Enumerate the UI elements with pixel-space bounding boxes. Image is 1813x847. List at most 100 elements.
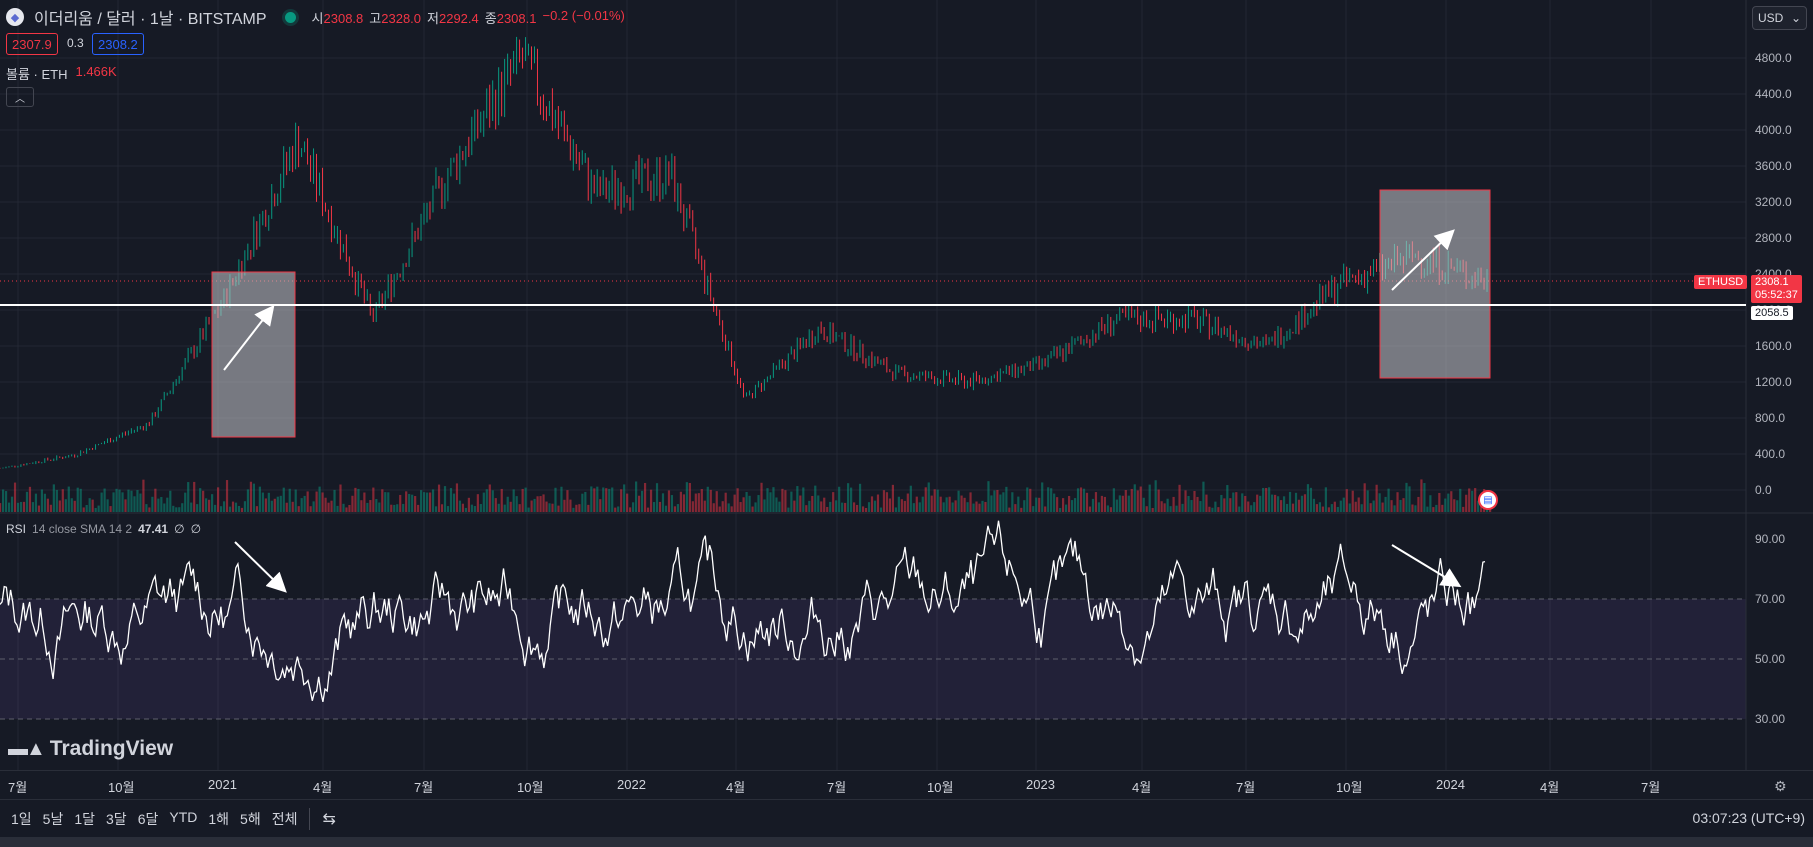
volume-bar [1262,487,1265,512]
chevron-down-icon: ⌄ [1790,11,1801,25]
volume-bar [646,507,650,512]
volume-bar [1175,505,1178,512]
volume-bar [79,488,82,512]
volume-bar [175,507,178,512]
volume-bar [237,505,241,512]
volume-bar [1235,492,1238,512]
us-flag-event-icon[interactable]: ▤ [1478,490,1498,510]
volume-bar [449,488,453,512]
volume-bar [1103,496,1107,512]
volume-bar [1339,500,1342,512]
volume-bar [667,490,671,512]
volume-bar [652,502,656,512]
currency-select[interactable]: USD ⌄ [1752,6,1807,30]
volume-bar [891,484,895,512]
range-button[interactable]: 3달 [106,811,127,827]
volume-bar [1097,502,1101,512]
volume-bar [945,497,948,512]
market-status-icon[interactable] [284,11,296,23]
volume-bar [1294,492,1298,512]
volume-bar [354,487,357,512]
volume-bar [939,496,942,512]
volume-bar [954,500,957,512]
range-button[interactable]: 1달 [74,811,96,827]
range-button[interactable]: 1일 [11,811,32,827]
volume-bar [1076,488,1080,512]
volume-bar [811,495,814,512]
volume-bar [796,486,799,512]
volume-bar [617,506,620,512]
volume-bar [1202,481,1205,512]
volume-bar [655,483,659,512]
volume-bar [249,481,253,512]
volume-bar [255,506,258,512]
volume-bar [428,492,432,512]
volume-bar [906,493,909,512]
volume-bar [211,494,214,512]
range-button[interactable]: 전체 [271,811,298,827]
volume-bar [443,486,447,512]
volume-bar [336,505,339,512]
volume-bar [70,498,73,512]
page-scrollbar[interactable] [0,837,1813,847]
volume-bar [548,503,551,512]
volume-bar [1133,484,1136,512]
volume-bar [1229,498,1232,512]
bottom-toolbar: 1일 5날 1달 3달 6달 YTD 1해 5해 전체 ⇆ 03:07:23 (UTC+9) [0,799,1813,838]
volume-bar [721,501,724,512]
volume-bar [820,501,823,512]
volume-bar [491,490,494,512]
time-tick-label: 2021 [208,777,237,792]
volume-bar [1447,493,1450,512]
volume-bar [942,502,945,512]
volume-bar [1342,497,1345,512]
volume-bars [0,479,1492,512]
volume-bar [1429,495,1432,512]
time-axis[interactable]: 7월 10월 2021 4월 7월 10월 2022 4월 7월 10월 2023 4월 7월 10월 20… [0,770,1813,799]
rsi-legend: RSI 14 close SMA 14 2 47.41 ∅ ∅ [6,522,202,536]
range-button[interactable]: YTD [169,809,198,825]
volume-bar [1154,480,1157,512]
volume-bar [557,505,560,512]
ask-button[interactable]: 2308.2 [92,33,144,55]
range-button[interactable]: 5날 [42,811,64,827]
tradingview-logo[interactable]: ▬▲ TradingView [8,737,174,760]
clock[interactable]: 03:07:23 (UTC+9) [1692,810,1805,826]
settings-gear-icon[interactable]: ⚙ [1774,778,1787,794]
volume-bar [527,507,530,512]
volume-bar [897,496,900,512]
volume-bar [1432,507,1435,512]
volume-bar [1244,495,1247,512]
date-range-icon[interactable]: ⇆ [322,811,336,828]
volume-bar [1369,503,1372,512]
range-button[interactable]: 6달 [137,811,159,827]
volume-bar [1471,490,1474,512]
bid-button[interactable]: 2307.9 [6,33,58,55]
volume-bar [1456,500,1459,512]
volume-bar [730,506,733,512]
volume-bar [151,496,154,512]
volume-bar [533,498,536,512]
rsi-tick-label: 30.00 [1755,712,1786,726]
volume-bar [1017,496,1020,512]
symbol-title[interactable]: 이더리움 / 달러 · 1날 · BITSTAMP [34,11,267,28]
volume-bar [933,489,936,512]
volume-bar [748,495,751,512]
volume-bar [219,506,223,512]
volume-bar [1160,501,1163,512]
time-tick-label: 7월 [414,780,434,795]
volume-bar [500,488,503,512]
range-button[interactable]: 5해 [240,811,261,827]
volume-bar [1047,487,1050,512]
volume-bar [882,490,886,512]
volume-bar [515,496,518,512]
volume-bar [306,491,309,512]
volume-bar [1462,506,1465,512]
price-tick-label: 4400.0 [1755,87,1792,101]
range-button[interactable]: 1해 [208,811,230,827]
volume-bar [832,492,835,512]
volume-bar [1106,505,1109,512]
volume-bar [479,504,482,512]
collapse-legend-button[interactable]: ︿ [6,87,34,107]
